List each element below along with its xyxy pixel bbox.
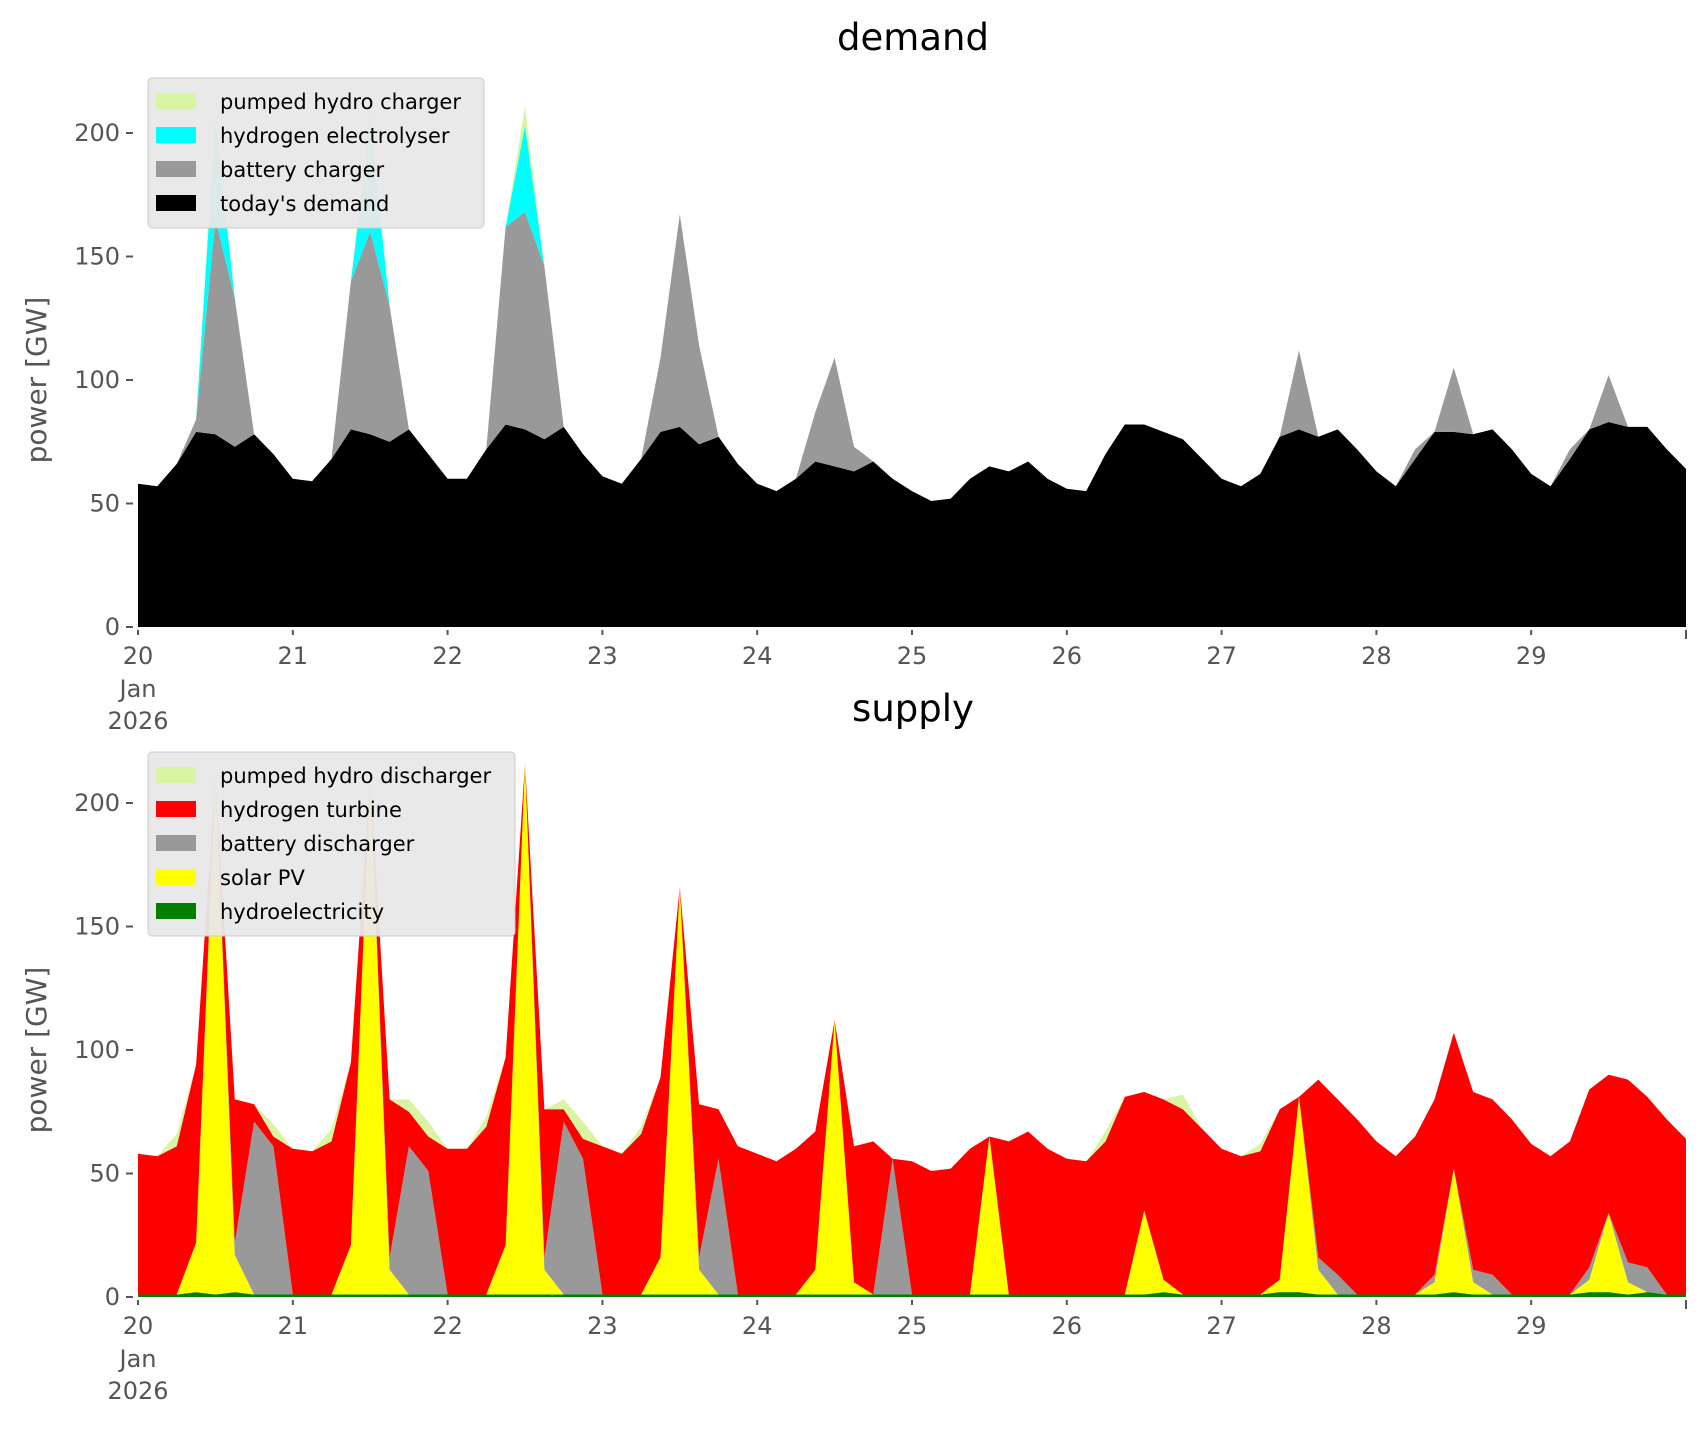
legend-label: hydrogen turbine [220,798,402,822]
y-tick-label: 50 [89,490,120,518]
legend-swatch [156,903,196,919]
legend-label: hydroelectricity [220,900,384,924]
x-tick-label: 24 [742,1312,773,1340]
legend: pumped hydro charger hydrogen electrolyse… [147,77,485,229]
legend: pumped hydro discharger hydrogen turbine b… [147,751,516,937]
x-tick-label: 22 [432,642,463,670]
chart-title: supply [852,687,974,730]
legend-label: pumped hydro discharger [220,764,491,788]
legend-label: hydrogen electrolyser [220,124,450,148]
legend-label: battery charger [220,158,385,182]
legend-swatch [156,801,196,817]
x-tick-sublabel: 2026 [107,707,168,735]
y-tick-label: 200 [74,119,120,147]
x-tick-label: 27 [1206,1312,1237,1340]
legend-label: battery discharger [220,832,415,856]
area-battery-charger [138,212,1686,501]
legend-box [147,77,485,229]
x-tick-label: 28 [1361,1312,1392,1340]
x-tick-sublabel: Jan [118,675,157,703]
y-tick-label: 150 [74,243,120,271]
y-tick-label: 50 [89,1160,120,1188]
x-tick-sublabel: 2026 [107,1377,168,1405]
legend-swatch [156,835,196,851]
x-tick-label: 21 [278,1312,309,1340]
x-tick-sublabel: Jan [118,1345,157,1373]
legend-swatch [156,161,196,177]
y-tick-label: 0 [105,613,120,641]
x-tick-label: 24 [742,642,773,670]
x-tick-label: 20 [123,642,154,670]
x-tick-label: 20 [123,1312,154,1340]
demand-panel: demand power [GW] 0 50 100 150 200 20 21 22 23 24 25… [20,16,1687,735]
y-tick-label: 0 [105,1283,120,1311]
legend-swatch [156,93,196,109]
x-tick-label: 28 [1361,642,1392,670]
x-tick-label: 27 [1206,642,1237,670]
x-tick-label: 23 [587,1312,618,1340]
y-tick-label: 150 [74,913,120,941]
legend-label: solar PV [220,866,305,890]
area-hydrogen-turbine [138,763,1686,1295]
area-hydroelectricity [138,1292,1686,1297]
y-tick-label: 200 [74,789,120,817]
x-tick-label: 25 [897,1312,928,1340]
chart-title: demand [837,16,989,59]
legend-label: today's demand [220,192,389,216]
y-axis-label: power [GW] [20,967,53,1134]
legend-swatch [156,127,196,143]
x-tick-label: 23 [587,642,618,670]
x-tick-label: 26 [1052,1312,1083,1340]
x-tick-label: 29 [1516,642,1547,670]
x-tick-label: 22 [432,1312,463,1340]
area-solar-pv [138,763,1686,1295]
x-tick-label: 29 [1516,1312,1547,1340]
x-tick-label: 26 [1052,642,1083,670]
y-axis-label: power [GW] [20,297,53,464]
legend-label: pumped hydro charger [220,90,461,114]
x-tick-label: 25 [897,642,928,670]
supply-panel: supply power [GW] 0 50 100 150 200 20 21 22 23 24 25… [20,687,1687,1405]
legend-swatch [156,195,196,211]
area-today-s-demand [138,422,1686,627]
x-tick-label: 21 [278,642,309,670]
y-tick-label: 100 [74,1036,120,1064]
legend-box [147,751,516,937]
legend-swatch [156,767,196,783]
legend-swatch [156,869,196,885]
y-tick-label: 100 [74,366,120,394]
